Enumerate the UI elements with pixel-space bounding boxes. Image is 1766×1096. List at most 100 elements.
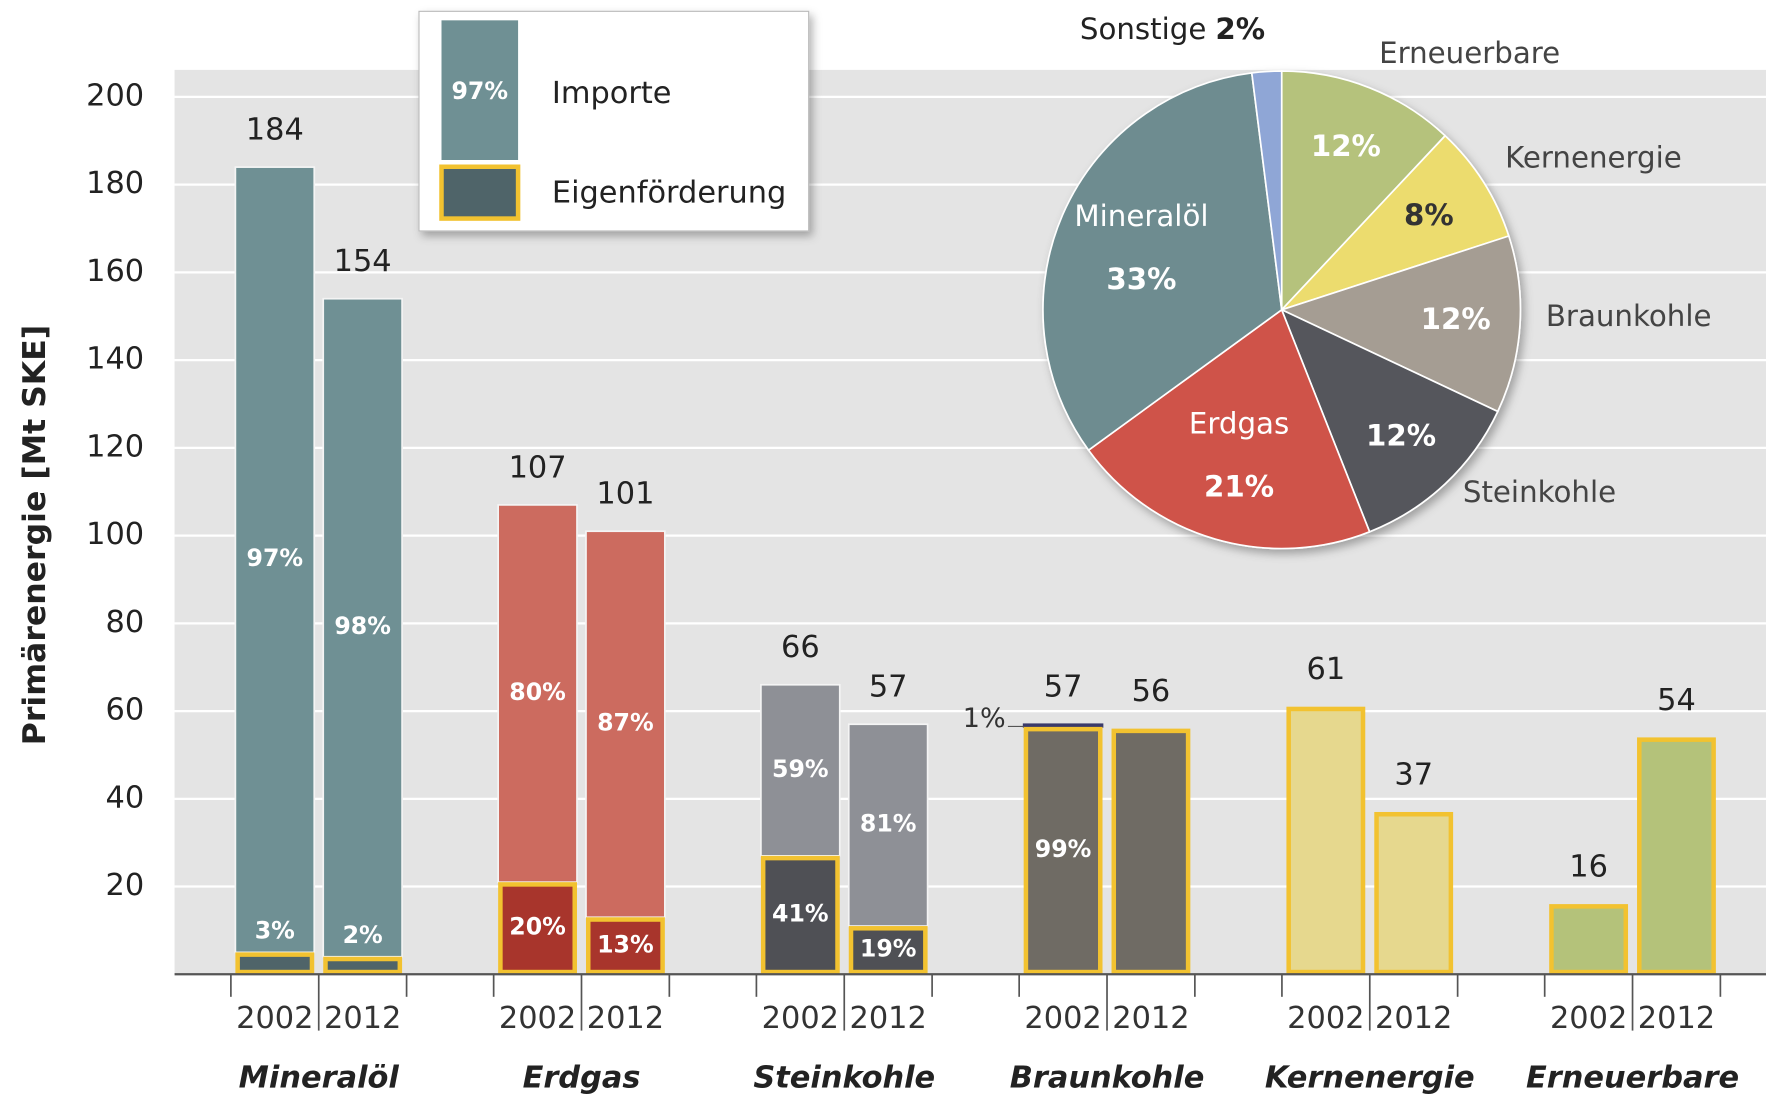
legend-label: Importe bbox=[552, 76, 672, 111]
legend-swatch bbox=[441, 20, 519, 160]
x-tick-label: 2012 bbox=[587, 1001, 664, 1036]
legend-sample-label: 97% bbox=[451, 77, 508, 105]
bar-segment bbox=[847, 723, 929, 927]
bar-segment bbox=[497, 504, 578, 884]
bar-segment bbox=[498, 882, 577, 975]
bar-segment bbox=[848, 926, 928, 975]
share-label: 13% bbox=[597, 930, 654, 958]
bar-segment bbox=[1286, 706, 1366, 975]
slice-name: Erdgas bbox=[1189, 407, 1289, 441]
bar-segment bbox=[585, 530, 666, 919]
x-tick-label: 2012 bbox=[1375, 1001, 1452, 1036]
share-label: 99% bbox=[1035, 835, 1092, 863]
slice-label: 12% bbox=[1366, 418, 1436, 452]
category-label: Kernenergie bbox=[1265, 1061, 1475, 1096]
slice-name: Erneuerbare bbox=[1379, 36, 1560, 70]
pie-slice bbox=[1042, 71, 1283, 452]
slice-label: 2% bbox=[1215, 11, 1265, 45]
y-tick-label: 200 bbox=[86, 78, 144, 113]
category-label: Mineralöl bbox=[239, 1061, 400, 1096]
slice-label: 21% bbox=[1204, 470, 1274, 504]
bar-segment bbox=[234, 166, 316, 954]
share-label: 81% bbox=[860, 810, 917, 838]
plot-background bbox=[174, 69, 1766, 975]
legend: 97% Importe Eigenförderung bbox=[418, 10, 810, 232]
y-tick-label: 60 bbox=[105, 693, 144, 728]
pie-slice bbox=[1280, 70, 1447, 312]
pie-slice bbox=[1279, 234, 1522, 413]
slice-name: Steinkohle bbox=[1463, 475, 1616, 509]
share-label: 3% bbox=[255, 917, 295, 945]
y-axis-label: Primärenergie [Mt SKE] bbox=[17, 325, 53, 745]
slice-label: 33% bbox=[1106, 262, 1176, 296]
share-label: 59% bbox=[772, 755, 829, 783]
x-tick-label: 2012 bbox=[850, 1001, 927, 1036]
y-tick-label: 100 bbox=[86, 517, 144, 552]
legend-swatch bbox=[439, 164, 521, 221]
share-label: 20% bbox=[509, 913, 566, 941]
slice-name: Braunkohle bbox=[1546, 299, 1712, 333]
category-label: Steinkohle bbox=[753, 1061, 935, 1096]
bar-segment bbox=[323, 956, 403, 975]
y-tick-label: 40 bbox=[105, 780, 144, 815]
slice-label: 12% bbox=[1311, 129, 1381, 163]
pie-wedges bbox=[1042, 70, 1522, 550]
bar-segment bbox=[586, 917, 665, 975]
total-label: 101 bbox=[596, 477, 654, 512]
bar-segment bbox=[1022, 723, 1104, 728]
share-label: 1% bbox=[963, 703, 1006, 734]
total-label: 54 bbox=[1657, 683, 1696, 718]
total-label: 154 bbox=[334, 244, 392, 279]
total-label: 61 bbox=[1307, 652, 1346, 687]
x-tick-label: 2012 bbox=[324, 1001, 401, 1036]
bar-segment bbox=[322, 297, 403, 958]
slice-name: Mineralöl bbox=[1074, 199, 1208, 233]
total-label: 184 bbox=[246, 113, 304, 148]
slice-label: 8% bbox=[1404, 198, 1454, 232]
pie-slice bbox=[1280, 308, 1499, 533]
x-tick-label: 2002 bbox=[1024, 1001, 1101, 1036]
x-tick-label: 2012 bbox=[1638, 1001, 1715, 1036]
y-tick-label: 180 bbox=[86, 166, 144, 201]
y-tick-label: 140 bbox=[86, 342, 144, 377]
pie-slice bbox=[1087, 308, 1371, 550]
share-label: 19% bbox=[860, 935, 917, 963]
share-label: 41% bbox=[772, 900, 829, 928]
total-label: 57 bbox=[1044, 670, 1083, 705]
y-tick-label: 80 bbox=[105, 605, 144, 640]
bar-segment bbox=[1549, 904, 1629, 975]
x-tick-label: 2002 bbox=[499, 1001, 576, 1036]
bar-segment bbox=[1374, 811, 1454, 975]
bar-segment bbox=[1111, 728, 1191, 975]
x-tick-label: 2012 bbox=[1112, 1001, 1189, 1036]
category-label: Erneuerbare bbox=[1526, 1061, 1739, 1096]
slice-name: Sonstige bbox=[1080, 11, 1206, 45]
bar-segment bbox=[1023, 726, 1103, 975]
slice-name: Sonstige 2% bbox=[1080, 11, 1265, 45]
bar-segment bbox=[235, 952, 315, 975]
legend-label: Eigenförderung bbox=[552, 175, 786, 210]
x-tick-label: 2002 bbox=[762, 1001, 839, 1036]
category-label: Braunkohle bbox=[1010, 1061, 1205, 1096]
slice-name: Kernenergie bbox=[1505, 140, 1682, 174]
total-label: 56 bbox=[1132, 674, 1171, 709]
share-label: 97% bbox=[247, 544, 304, 572]
x-tick-label: 2002 bbox=[1550, 1001, 1627, 1036]
pie-slice bbox=[1281, 134, 1510, 311]
pie: 12% Erneuerbare 8% Kernenergie 12% Braunkohle… bbox=[1042, 11, 1712, 550]
total-label: 107 bbox=[509, 450, 567, 485]
bar-segment bbox=[760, 855, 840, 975]
category-label: Erdgas bbox=[523, 1061, 641, 1096]
x-tick-label: 2002 bbox=[236, 1001, 313, 1036]
pie-slice bbox=[1250, 70, 1283, 310]
total-label: 16 bbox=[1569, 850, 1608, 885]
bar-segment bbox=[760, 683, 841, 857]
bars: Mineralöl 2002 3% 97% 184 2012 2% 98% 154 Erdgas 2… bbox=[230, 113, 1739, 1096]
slice-label: 12% bbox=[1421, 302, 1491, 336]
bar-segment bbox=[1637, 737, 1716, 975]
share-label: 80% bbox=[509, 678, 566, 706]
share-label: 87% bbox=[597, 709, 654, 737]
x-tick-label: 2002 bbox=[1287, 1001, 1364, 1036]
total-label: 57 bbox=[869, 670, 908, 705]
